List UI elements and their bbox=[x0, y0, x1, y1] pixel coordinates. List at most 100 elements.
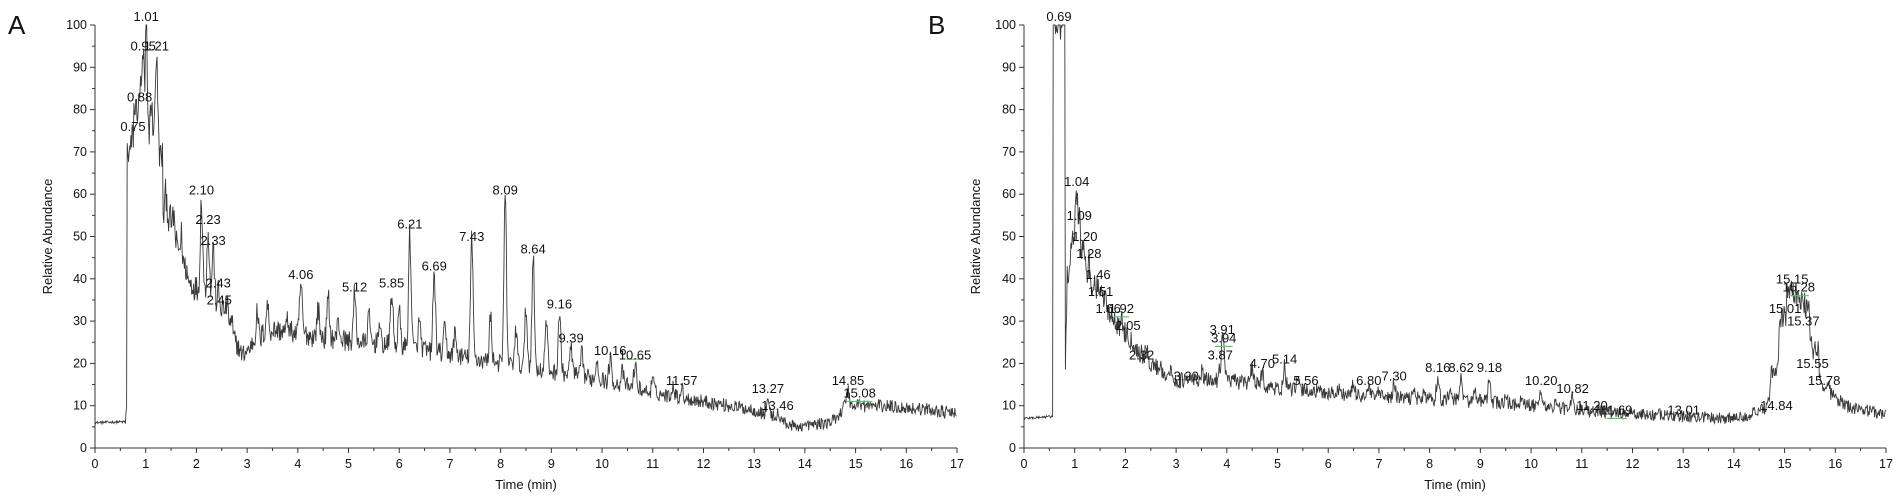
peak-label: 15.37 bbox=[1787, 314, 1820, 329]
x-tick-label: 11 bbox=[646, 457, 659, 471]
y-tick-label: 80 bbox=[73, 103, 87, 117]
peak-label: 5.85 bbox=[379, 275, 404, 290]
peak-label: 5.12 bbox=[342, 280, 367, 295]
peak-label: 0.75 bbox=[120, 119, 145, 134]
x-tick-label: 16 bbox=[899, 457, 913, 471]
peak-label: 8.62 bbox=[1448, 360, 1473, 375]
peak-label: 3.94 bbox=[1211, 330, 1236, 345]
y-tick-label: 40 bbox=[73, 272, 87, 286]
x-tick-label: 7 bbox=[446, 457, 453, 471]
peak-label: 0.88 bbox=[127, 89, 152, 104]
peak-label: 13.27 bbox=[752, 381, 785, 396]
y-axis-label: Relative Abundance bbox=[968, 179, 983, 295]
x-tick-label: 13 bbox=[747, 457, 761, 471]
peak-label: 3.20 bbox=[1174, 369, 1199, 384]
peak-label: 6.69 bbox=[422, 259, 447, 274]
peak-label: 15.01 bbox=[1769, 301, 1802, 316]
peak-label: 1.51 bbox=[1088, 284, 1113, 299]
peak-label: 0.69 bbox=[1046, 9, 1071, 24]
y-tick-label: 100 bbox=[995, 18, 1016, 32]
peak-label: 15.55 bbox=[1796, 356, 1829, 371]
peak-label: 2.45 bbox=[207, 292, 232, 307]
y-tick-label: 80 bbox=[1002, 103, 1016, 117]
x-tick-label: 10 bbox=[595, 457, 609, 471]
y-tick-label: 20 bbox=[73, 356, 87, 370]
y-tick-label: 60 bbox=[73, 187, 87, 201]
x-tick-label: 14 bbox=[1727, 457, 1741, 471]
chromatogram-trace bbox=[95, 24, 957, 432]
x-tick-label: 12 bbox=[1626, 457, 1640, 471]
peak-label: 2.43 bbox=[206, 275, 231, 290]
x-tick-label: 10 bbox=[1524, 457, 1538, 471]
y-tick-label: 70 bbox=[1002, 145, 1016, 159]
peak-label: 11.57 bbox=[666, 373, 698, 388]
x-tick-label: 16 bbox=[1828, 457, 1842, 471]
x-tick-label: 0 bbox=[92, 457, 99, 471]
x-tick-label: 1 bbox=[1071, 457, 1078, 471]
y-tick-label: 70 bbox=[73, 145, 87, 159]
x-tick-label: 7 bbox=[1375, 457, 1382, 471]
peak-label: 2.10 bbox=[189, 182, 214, 197]
chromatogram-trace bbox=[1023, 24, 1887, 425]
peak-label: 2.32 bbox=[1129, 347, 1154, 362]
x-tick-label: 6 bbox=[396, 457, 403, 471]
peak-label: 1.21 bbox=[144, 39, 169, 54]
x-tick-label: 13 bbox=[1676, 457, 1690, 471]
peak-label: 15.08 bbox=[843, 385, 876, 400]
peak-label: 2.05 bbox=[1115, 318, 1140, 333]
y-tick-label: 0 bbox=[80, 441, 87, 455]
x-tick-label: 17 bbox=[950, 457, 964, 471]
y-tick-label: 10 bbox=[73, 399, 87, 413]
x-tick-label: 15 bbox=[849, 457, 863, 471]
y-tick-label: 20 bbox=[1002, 356, 1016, 370]
peak-label: 10.82 bbox=[1556, 381, 1589, 396]
peak-label: 5.14 bbox=[1272, 352, 1297, 367]
y-tick-label: 40 bbox=[1002, 272, 1016, 286]
peak-label: 1.01 bbox=[134, 9, 159, 24]
panel-letter: A bbox=[8, 10, 26, 40]
panel-letter: B bbox=[928, 10, 945, 40]
peak-label: 1.66 bbox=[1096, 301, 1121, 316]
peak-label: 2.23 bbox=[195, 212, 220, 227]
y-tick-label: 10 bbox=[1002, 399, 1016, 413]
x-tick-label: 9 bbox=[548, 457, 555, 471]
x-tick-label: 6 bbox=[1325, 457, 1332, 471]
peak-label: 1.28 bbox=[1076, 246, 1101, 261]
peak-label: 10.16 bbox=[594, 343, 627, 358]
peak-label: 1.20 bbox=[1072, 229, 1097, 244]
x-axis-label: Time (min) bbox=[495, 477, 557, 492]
peak-label: 15.78 bbox=[1808, 373, 1841, 388]
peak-label: 1.09 bbox=[1067, 208, 1092, 223]
y-tick-label: 30 bbox=[73, 314, 87, 328]
peak-label: 8.16 bbox=[1425, 360, 1450, 375]
peak-label: 0.95 bbox=[131, 39, 156, 54]
peak-label: 14.85 bbox=[832, 373, 865, 388]
x-tick-label: 8 bbox=[497, 457, 504, 471]
y-tick-label: 90 bbox=[1002, 60, 1016, 74]
peak-label: 15.15 bbox=[1776, 271, 1809, 286]
peak-label: 1.04 bbox=[1064, 174, 1089, 189]
y-tick-label: 90 bbox=[73, 60, 87, 74]
x-axis-label: Time (min) bbox=[1424, 477, 1486, 492]
peak-label: 7.43 bbox=[459, 229, 484, 244]
x-tick-label: 5 bbox=[345, 457, 352, 471]
peak-label: 9.16 bbox=[547, 297, 572, 312]
peak-label: 1.92 bbox=[1109, 301, 1134, 316]
y-tick-label: 30 bbox=[1002, 314, 1016, 328]
x-tick-label: 1 bbox=[142, 457, 149, 471]
y-tick-label: 0 bbox=[1009, 441, 1016, 455]
peak-label: 11.20 bbox=[1576, 398, 1608, 413]
peak-label: 14.84 bbox=[1760, 398, 1793, 413]
x-tick-label: 4 bbox=[294, 457, 301, 471]
peak-label: 9.39 bbox=[558, 330, 583, 345]
x-tick-label: 3 bbox=[1173, 457, 1180, 471]
y-tick-label: 60 bbox=[1002, 187, 1016, 201]
x-tick-label: 9 bbox=[1477, 457, 1484, 471]
peak-label: 13.01 bbox=[1667, 402, 1700, 417]
peak-label: 13.46 bbox=[761, 398, 794, 413]
peak-label: 8.64 bbox=[520, 242, 545, 257]
x-tick-label: 11 bbox=[1575, 457, 1588, 471]
x-tick-label: 3 bbox=[244, 457, 251, 471]
